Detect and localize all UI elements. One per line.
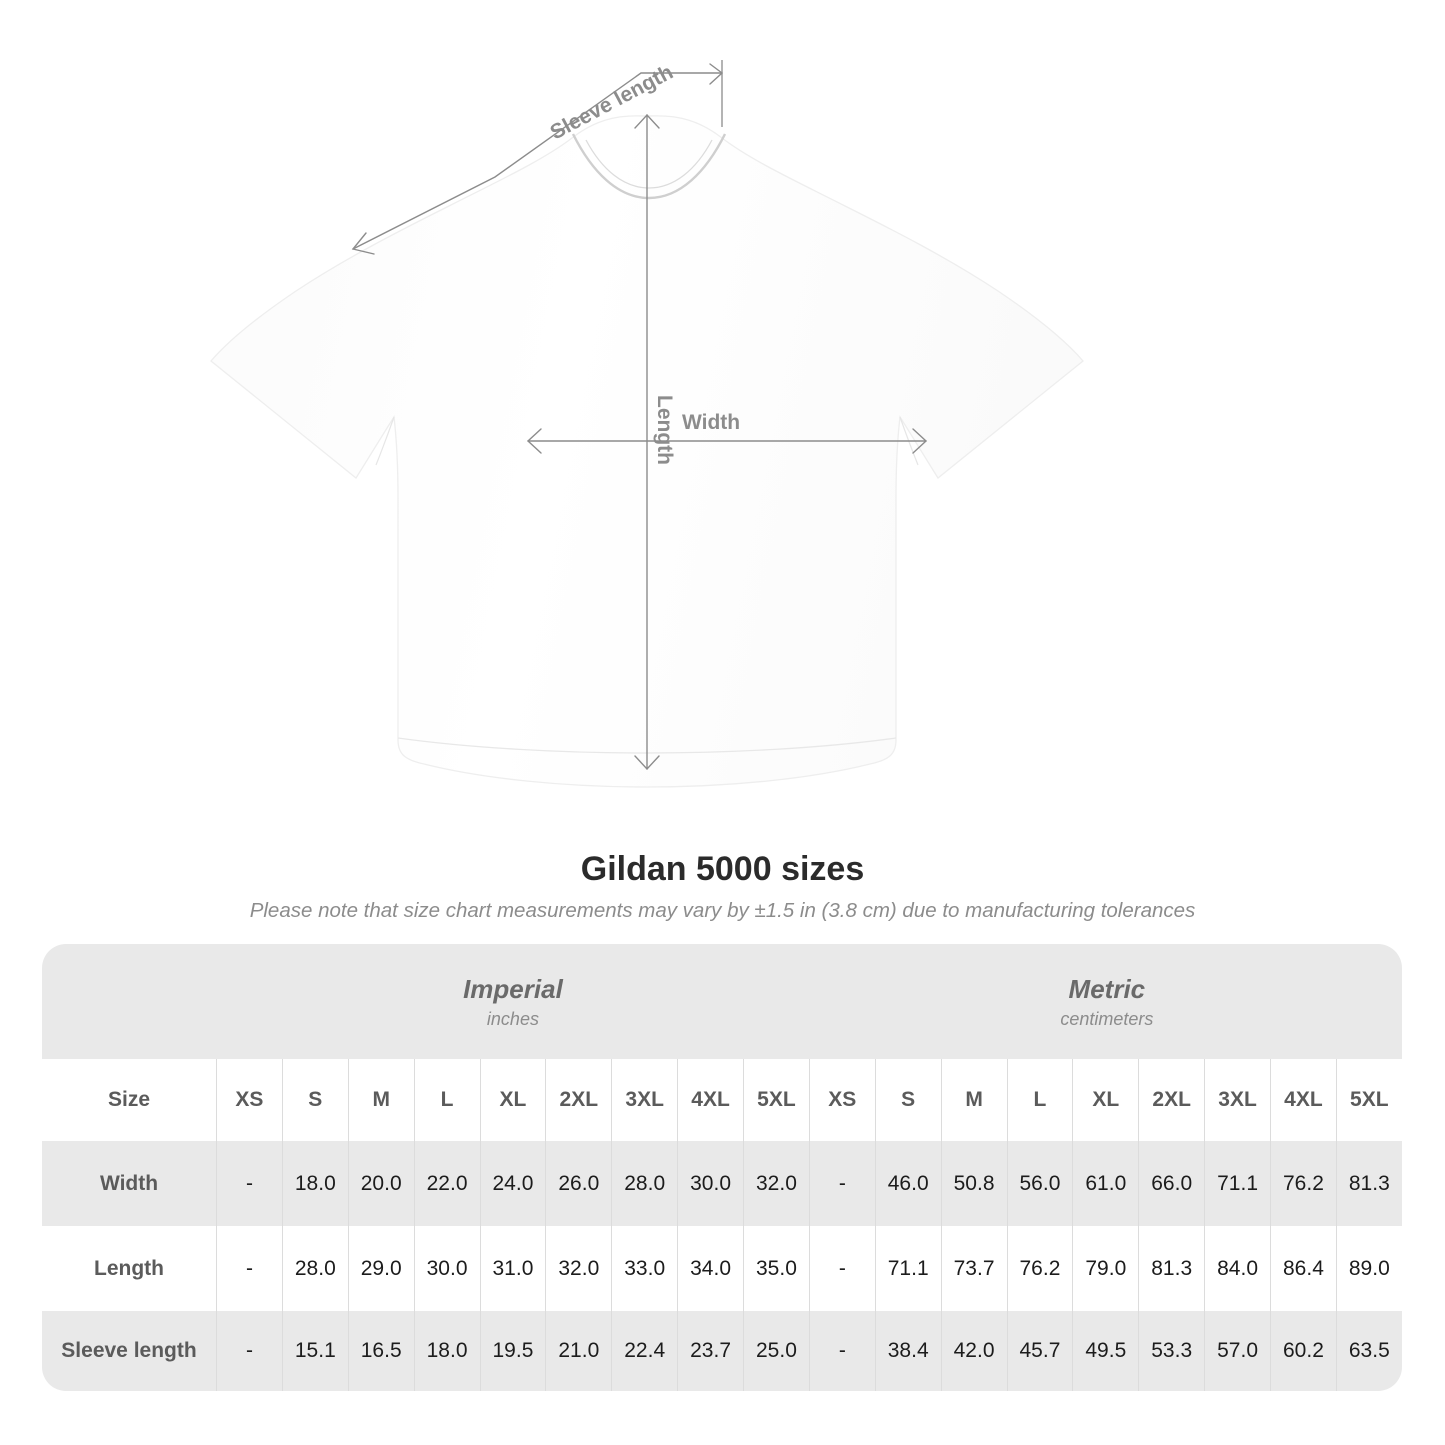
svg-text:Width: Width: [682, 411, 740, 434]
svg-text:Length: Length: [653, 395, 676, 465]
